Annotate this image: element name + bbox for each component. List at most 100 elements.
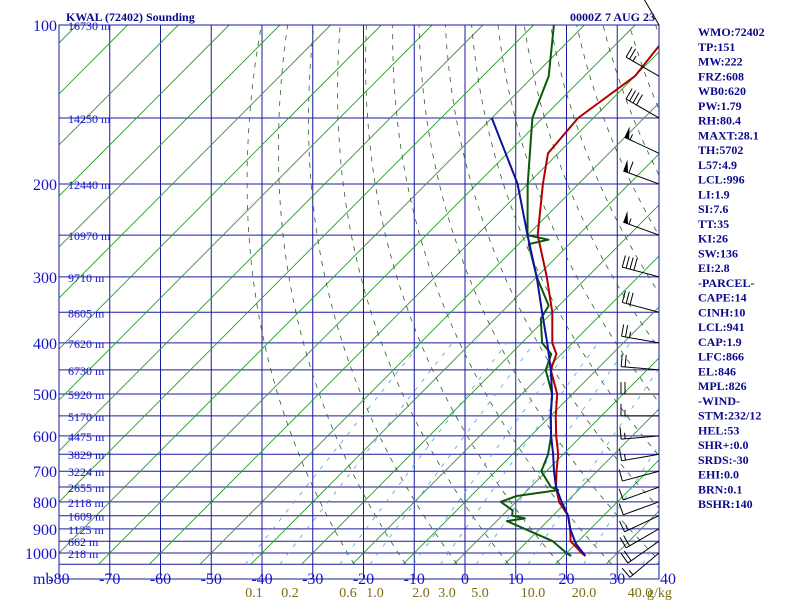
- dry-adiabat-line: [392, 25, 612, 565]
- wind-barb-staff: [622, 266, 660, 278]
- pressure-tick-label: 500: [33, 387, 57, 404]
- index-text: MPL:826: [698, 379, 747, 393]
- wind-barb-flag: [629, 292, 634, 305]
- temperature-tick-label: -50: [201, 571, 222, 588]
- wind-barb: [620, 403, 659, 417]
- dry-adiabat-line: [523, 25, 659, 350]
- wind-barb-staff: [623, 501, 660, 516]
- isotherm-line: [59, 25, 585, 554]
- wind-barb-staff: [629, 552, 660, 578]
- mixing-ratio-line: [475, 342, 631, 565]
- wind-barb-staff: [622, 301, 660, 313]
- index-text: LCL:996: [698, 173, 745, 187]
- mixing-ratio-label: 3.0: [438, 586, 456, 600]
- dry-adiabat-line: [787, 25, 800, 564]
- isotherm-line: [250, 153, 659, 565]
- wind-barb-staff: [621, 366, 660, 371]
- pressure-tick-label: 900: [33, 522, 57, 539]
- index-text: CAP:1.9: [698, 335, 742, 349]
- index-text: MAXT:28.1: [698, 128, 759, 142]
- height-label: 5170 m: [68, 410, 105, 424]
- wind-barb-flag: [618, 503, 624, 515]
- wind-barb-flag: [621, 567, 631, 578]
- height-label: 3224 m: [68, 465, 105, 479]
- height-label: 1125 m: [68, 523, 105, 537]
- mixing-ratio-label: 40.0: [628, 586, 653, 600]
- wind-barb-flag: [619, 520, 626, 533]
- wind-barb-flag: [623, 535, 630, 547]
- wind-barb-flag: [620, 552, 629, 564]
- pressure-tick-label: 600: [33, 429, 57, 446]
- temperature-tick-label: 40: [660, 571, 676, 588]
- dry-adiabat-line: [444, 25, 659, 509]
- index-text: TT:35: [698, 217, 729, 231]
- wind-barb: [625, 88, 660, 119]
- parcel-trace: [490, 117, 587, 557]
- temperature-tick-label: -80: [48, 571, 69, 588]
- wind-barb: [620, 382, 659, 395]
- wind-barb-staff: [624, 515, 660, 533]
- wind-barb-staff: [624, 136, 660, 154]
- wind-barb: [625, 46, 660, 77]
- isotherm-line: [59, 25, 331, 299]
- wind-barb: [621, 552, 660, 578]
- wind-barb-flag: [625, 325, 629, 338]
- mixing-ratio-label: 0.1: [245, 586, 263, 600]
- wind-barb: [624, 126, 660, 154]
- temperature-tick-label: -30: [302, 571, 323, 588]
- dry-adiabat-line: [246, 25, 355, 565]
- wind-barb: [618, 501, 660, 516]
- wind-barb-flag: [629, 48, 636, 60]
- pressure-tick-label: 100: [33, 18, 57, 35]
- mixing-ratio-label: 5.0: [471, 586, 489, 600]
- mixing-ratio-line: [339, 342, 508, 565]
- index-text: SW:136: [698, 246, 738, 260]
- wind-barb-flag: [618, 469, 623, 482]
- station-title: KWAL (72402) Sounding: [66, 10, 195, 24]
- height-label: 662 m: [68, 535, 99, 549]
- height-label: 7620 m: [68, 337, 105, 351]
- wind-barb-staff: [621, 453, 660, 462]
- height-label: 14250 m: [68, 112, 111, 126]
- isotherm-line: [98, 25, 636, 565]
- isotherm-line: [59, 25, 534, 503]
- height-label: 3829 m: [68, 448, 105, 462]
- isotherm-line: [59, 25, 433, 401]
- dry-adiabat-line: [365, 25, 561, 565]
- mixing-ratio-line: [244, 342, 422, 565]
- wind-barb-half-flag: [632, 55, 637, 62]
- index-text: L57:4.9: [698, 158, 737, 172]
- mixing-ratio-unit: g/kg: [647, 586, 672, 600]
- index-text: PW:1.79: [698, 99, 742, 113]
- index-text: TH:5702: [698, 143, 743, 157]
- wind-barb-flag: [628, 161, 634, 174]
- index-text: LI:1.9: [698, 187, 730, 201]
- index-text: SI:7.6: [698, 202, 728, 216]
- temperature-tick-label: -40: [251, 571, 272, 588]
- wind-barb-flag: [625, 88, 633, 100]
- valid-time: 0000Z 7 AUG 23: [570, 10, 655, 24]
- height-label: 4475 m: [68, 430, 105, 444]
- temperature-tick-label: 10: [508, 571, 524, 588]
- temperature-tick-label: 30: [609, 571, 625, 588]
- mixing-ratio-label: 2.0: [412, 586, 430, 600]
- wind-barb-half-flag: [628, 331, 631, 338]
- index-text: WMO:72402: [698, 25, 765, 39]
- wind-barb: [623, 210, 660, 236]
- index-text: BRN:0.1: [698, 482, 742, 496]
- wind-barb-flag: [625, 46, 633, 58]
- wind-barb: [619, 515, 660, 533]
- wind-barb: [619, 427, 660, 440]
- wind-barb: [619, 528, 660, 549]
- wind-barb-half-flag: [628, 569, 634, 576]
- wind-barb-staff: [625, 98, 660, 119]
- pressure-tick-label: 200: [33, 177, 57, 194]
- index-text: -PARCEL-: [698, 276, 754, 290]
- isotherm-line: [59, 25, 484, 452]
- isotherm-line: [504, 408, 659, 565]
- index-text: WB0:620: [698, 84, 746, 98]
- temperature-tick-label: 0: [461, 571, 469, 588]
- isotherm-line: [0, 25, 26, 564]
